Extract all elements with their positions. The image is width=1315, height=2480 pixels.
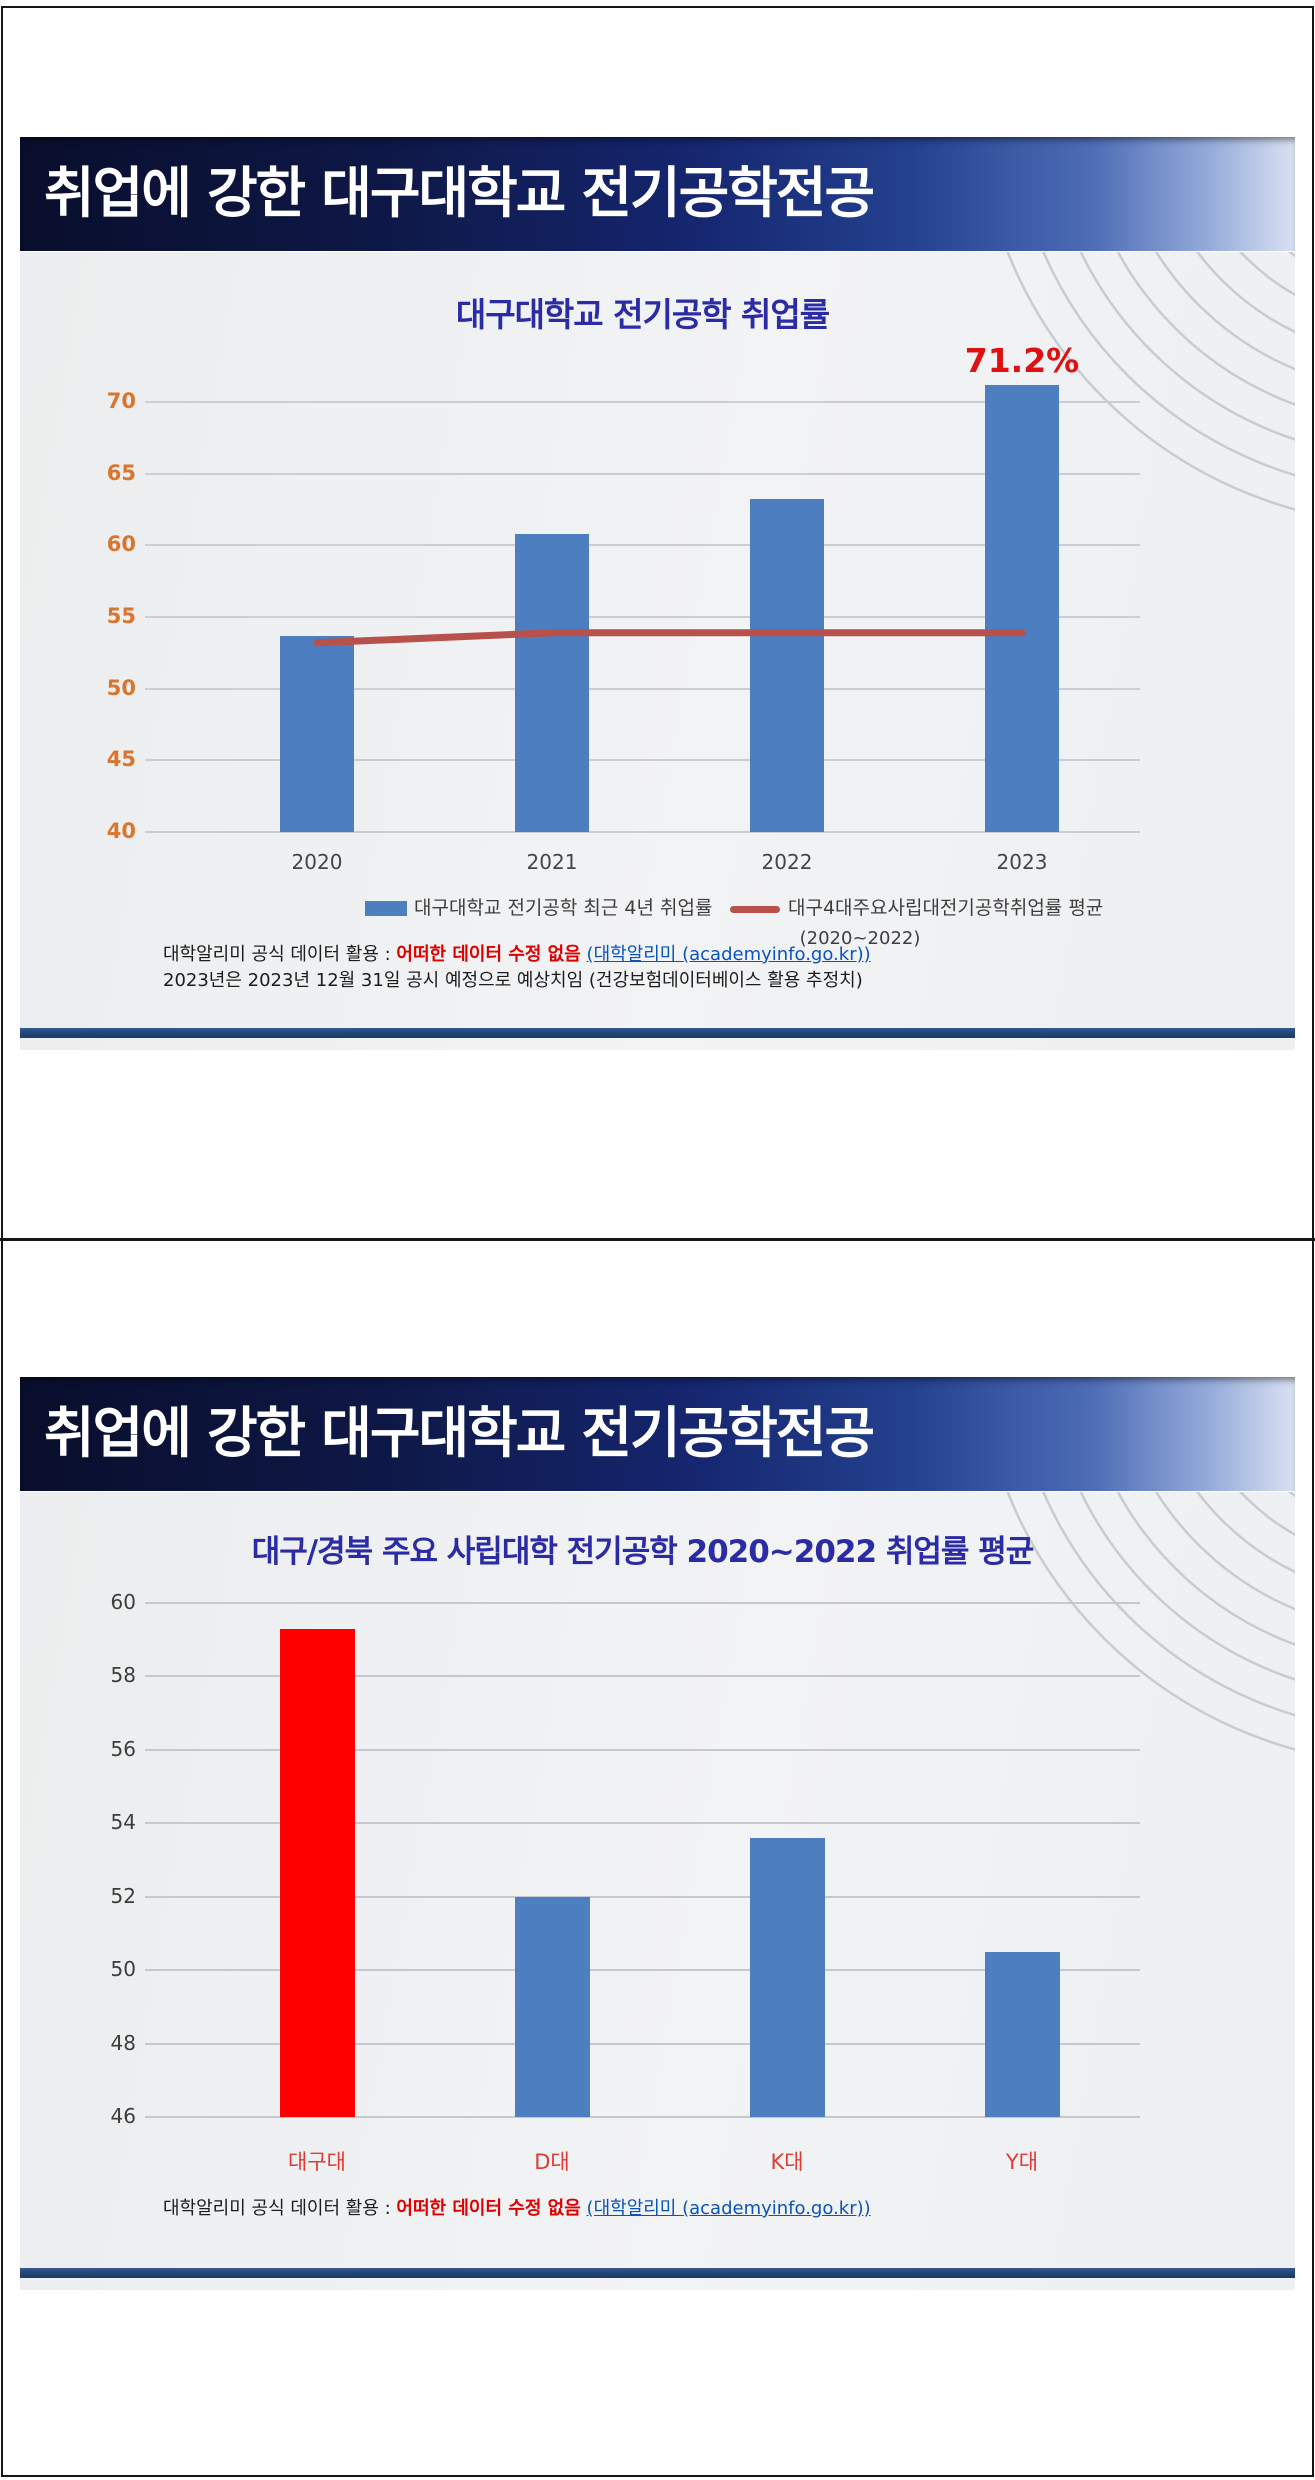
- slide-1: 취업에 강한 대구대학교 전기공학전공 대구대학교 전기공학 취업률 40 45 5…: [20, 137, 1295, 1050]
- legend-bar-label: 대구대학교 전기공학 최근 4년 취업률: [414, 897, 713, 919]
- slide-2: 취업에 강한 대구대학교 전기공학전공 대구/경북 주요 사립대학 전기공학 2…: [0, 1240, 1315, 2480]
- chart2-title: 대구/경북 주요 사립대학 전기공학 2020~2022 취업률 평균: [251, 1534, 1035, 1570]
- slide2-separator-bar: [20, 2268, 1295, 2278]
- slide1-footnote-line1: 대학알리미 공식 데이터 활용 : 어떠한 데이터 수정 없음 (대학알리미 (…: [163, 942, 871, 968]
- legend-line-swatch: [730, 906, 780, 913]
- slide2-footnote: 대학알리미 공식 데이터 활용 : 어떠한 데이터 수정 없음 (대학알리미 (…: [163, 2196, 871, 2222]
- academyinfo-link[interactable]: (대학알리미 (academyinfo.go.kr)): [586, 2198, 871, 2219]
- slide2-title-bar: 취업에 강한 대구대학교 전기공학전공: [20, 1377, 1295, 1491]
- legend-line-label: 대구4대주요사립대전기공학취업률 평균: [788, 897, 1104, 919]
- footnote-emphasis: 어떠한 데이터 수정 없음: [396, 944, 581, 965]
- chart1-title: 대구대학교 전기공학 취업률: [455, 295, 830, 334]
- chart1-callout: 71.2%: [964, 341, 1080, 380]
- footnote-emphasis: 어떠한 데이터 수정 없음: [396, 2198, 581, 2219]
- slide1-footnote: 대학알리미 공식 데이터 활용 : 어떠한 데이터 수정 없음 (대학알리미 (…: [163, 942, 871, 994]
- legend-line-sublabel: (2020~2022): [799, 928, 921, 949]
- slide1-title: 취업에 강한 대구대학교 전기공학전공: [44, 161, 875, 225]
- slide2-title: 취업에 강한 대구대학교 전기공학전공: [44, 1401, 875, 1465]
- slide1-title-bar: 취업에 강한 대구대학교 전기공학전공: [20, 137, 1295, 251]
- footnote-prefix: 대학알리미 공식 데이터 활용 :: [163, 944, 397, 965]
- slide1-chart-panel: [20, 252, 1295, 1050]
- slide1-separator-bar: [20, 1028, 1295, 1038]
- slide1-footnote-line2: 2023년은 2023년 12월 31일 공시 예정으로 예상치임 (건강보험데…: [163, 970, 863, 991]
- slide2-footnote-line1: 대학알리미 공식 데이터 활용 : 어떠한 데이터 수정 없음 (대학알리미 (…: [163, 2196, 871, 2222]
- page-frame: [1, 6, 1314, 2477]
- slide2-chart-panel: [20, 1492, 1295, 2290]
- academyinfo-link[interactable]: (대학알리미 (academyinfo.go.kr)): [586, 944, 871, 965]
- page-divider: [0, 1238, 1315, 1241]
- legend-bar-swatch: [365, 901, 407, 916]
- footnote-prefix: 대학알리미 공식 데이터 활용 :: [163, 2198, 397, 2219]
